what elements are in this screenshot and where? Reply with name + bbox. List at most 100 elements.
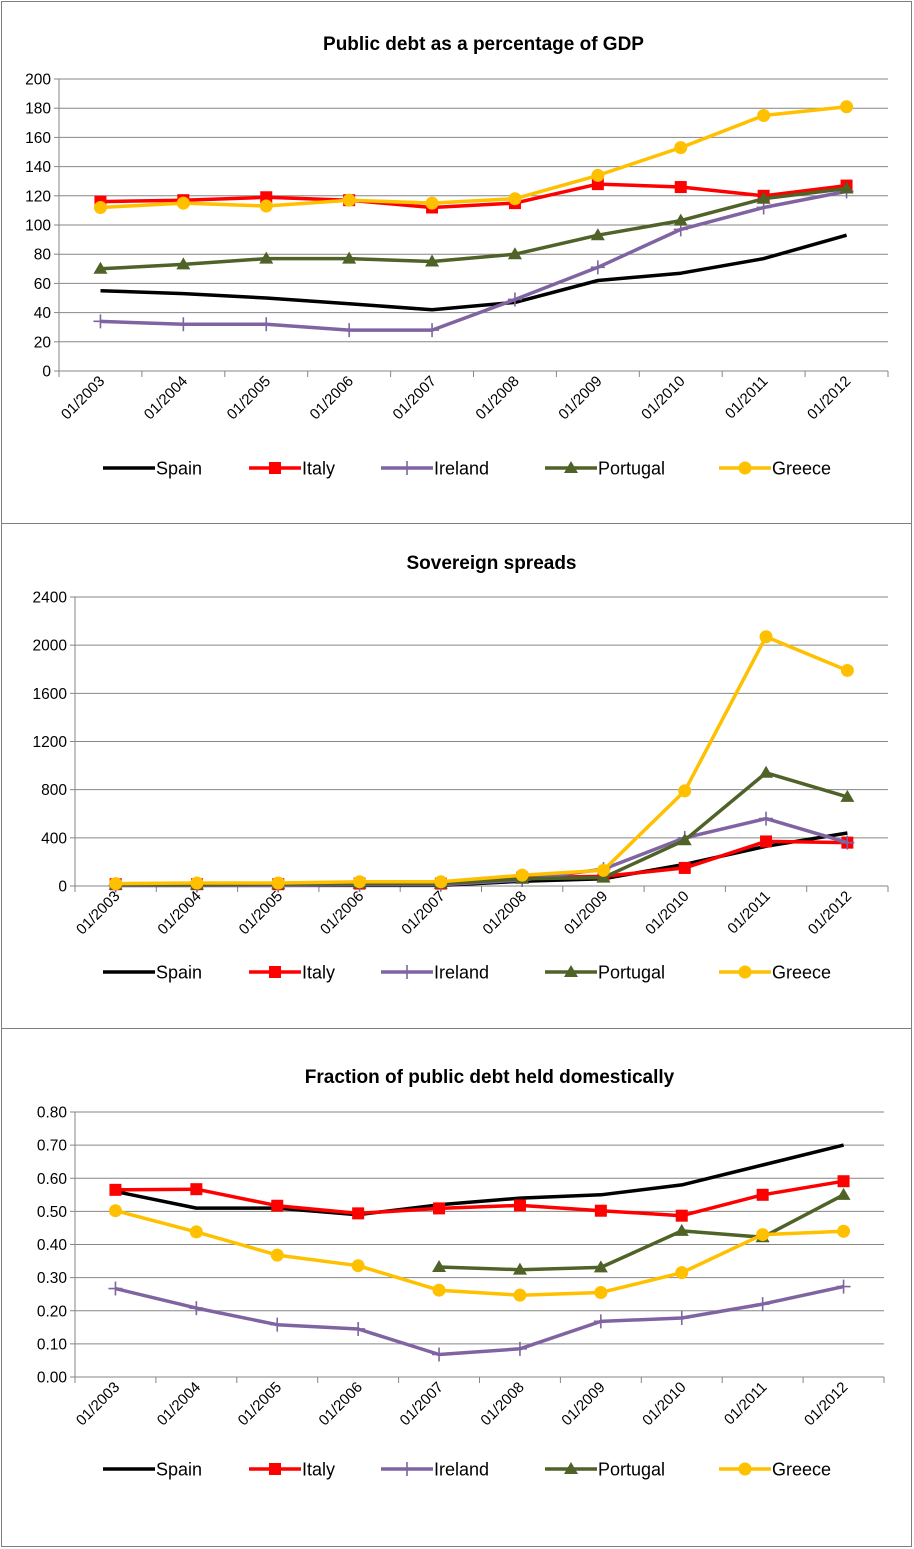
series-greece bbox=[109, 630, 854, 891]
legend-marker-portugal bbox=[564, 461, 578, 473]
data-point-ireland bbox=[342, 323, 357, 338]
y-tick-label: 20 bbox=[34, 334, 52, 351]
series-line-italy bbox=[115, 1179, 844, 1218]
data-point-italy bbox=[109, 1183, 122, 1196]
legend-marker-greece bbox=[738, 965, 752, 979]
x-tick-label: 01/2006 bbox=[316, 1379, 366, 1429]
data-point-greece bbox=[189, 1225, 203, 1239]
data-point-greece bbox=[837, 1224, 851, 1238]
x-tick-label: 01/2005 bbox=[235, 1379, 285, 1429]
y-tick-label: 0.50 bbox=[37, 1204, 68, 1221]
data-point-italy bbox=[594, 1204, 607, 1217]
y-tick-label: 2000 bbox=[33, 638, 68, 655]
data-point-italy bbox=[674, 181, 687, 194]
x-tick-label: 01/2009 bbox=[558, 1379, 608, 1429]
data-point-italy bbox=[190, 1183, 203, 1196]
data-point-greece bbox=[675, 1266, 689, 1280]
legend-label-spain: Spain bbox=[156, 459, 202, 479]
data-point-greece bbox=[270, 1248, 284, 1262]
series-greece bbox=[108, 1204, 851, 1302]
legend-marker-italy bbox=[269, 1463, 281, 1475]
data-point-portugal bbox=[512, 1262, 527, 1275]
legend-label-spain: Spain bbox=[156, 963, 202, 983]
legend-label-greece: Greece bbox=[772, 963, 831, 983]
legend-label-portugal: Portugal bbox=[598, 963, 665, 983]
data-point-portugal bbox=[342, 251, 357, 264]
data-point-ireland bbox=[512, 1341, 527, 1356]
data-point-italy bbox=[352, 1207, 365, 1220]
y-tick-label: 200 bbox=[25, 72, 51, 89]
x-tick-label: 01/2010 bbox=[638, 373, 688, 423]
data-point-portugal bbox=[590, 228, 605, 241]
y-tick-label: 100 bbox=[25, 218, 51, 235]
data-point-ireland bbox=[507, 292, 522, 307]
legend-label-ireland: Ireland bbox=[434, 1460, 489, 1480]
data-point-greece bbox=[425, 196, 439, 210]
y-tick-label: 0.30 bbox=[37, 1270, 68, 1287]
x-tick-label: 01/2011 bbox=[724, 888, 774, 938]
y-tick-label: 180 bbox=[25, 101, 51, 118]
chart-title: Fraction of public debt held domesticall… bbox=[305, 1067, 675, 1088]
data-point-italy bbox=[760, 835, 773, 848]
chart-panel-sovereign-spreads: Sovereign spreads 0 400 800 1200 1600 2000 2400… bbox=[1, 523, 912, 1029]
legend-label-italy: Italy bbox=[302, 963, 335, 983]
data-point-ireland bbox=[93, 314, 108, 329]
legend: Spain Italy Ireland Portugal Greece bbox=[103, 459, 831, 479]
data-point-ireland bbox=[176, 317, 191, 332]
legend-marker-italy bbox=[269, 462, 281, 474]
data-point-ireland bbox=[108, 1281, 123, 1296]
chart-svg: Public debt as a percentage of GDP 0 20 40 6… bbox=[25, 34, 889, 479]
data-point-portugal bbox=[677, 833, 692, 846]
x-tick-label: 01/2006 bbox=[307, 373, 357, 423]
legend: Spain Italy Ireland Portugal Greece bbox=[103, 963, 831, 983]
data-point-ireland bbox=[189, 1301, 204, 1316]
data-point-italy bbox=[271, 1199, 284, 1212]
data-point-ireland bbox=[432, 1347, 447, 1362]
data-point-greece bbox=[508, 192, 522, 206]
data-point-portugal bbox=[836, 1187, 851, 1200]
series-spain bbox=[100, 233, 848, 312]
x-tick-label: 01/2010 bbox=[642, 888, 692, 938]
y-tick-label: 800 bbox=[41, 782, 67, 799]
data-point-greece bbox=[353, 875, 367, 889]
legend-label-ireland: Ireland bbox=[434, 459, 489, 479]
data-point-greece bbox=[840, 100, 854, 114]
data-point-greece bbox=[596, 863, 610, 877]
x-tick-label: 01/2011 bbox=[722, 373, 772, 423]
legend-label-greece: Greece bbox=[772, 459, 831, 479]
y-tick-label: 0.00 bbox=[37, 1370, 68, 1387]
data-point-greece bbox=[591, 168, 605, 182]
series-line-ireland bbox=[100, 189, 847, 332]
data-point-greece bbox=[190, 876, 204, 890]
y-tick-label: 0 bbox=[58, 879, 67, 896]
x-tick-label: 01/2012 bbox=[804, 373, 854, 423]
data-point-greece bbox=[756, 1228, 770, 1242]
y-tick-label: 400 bbox=[41, 830, 67, 847]
x-tick-label: 01/2004 bbox=[141, 373, 191, 423]
series-ireland bbox=[93, 184, 854, 338]
y-tick-label: 0.70 bbox=[37, 1138, 68, 1155]
data-point-greece bbox=[342, 193, 356, 207]
x-tick-label: 01/2010 bbox=[639, 1379, 689, 1429]
series-line-greece bbox=[100, 104, 847, 210]
data-point-italy bbox=[678, 861, 691, 874]
y-tick-label: 160 bbox=[25, 130, 51, 147]
data-point-ireland bbox=[270, 1317, 285, 1332]
data-point-greece bbox=[109, 877, 123, 891]
series-line-spain bbox=[115, 1143, 845, 1217]
series-portugal bbox=[93, 181, 854, 274]
data-point-ireland bbox=[836, 1279, 851, 1294]
chart-title: Public debt as a percentage of GDP bbox=[323, 34, 644, 55]
data-point-ireland bbox=[674, 1311, 689, 1326]
data-point-greece bbox=[515, 868, 529, 882]
data-point-portugal bbox=[673, 213, 688, 226]
chart-panel-domestic-debt-fraction: Fraction of public debt held domesticall… bbox=[1, 1028, 912, 1547]
chart-panel-public-debt: Public debt as a percentage of GDP 0 20 40 6… bbox=[1, 1, 912, 524]
legend-marker-ireland bbox=[400, 965, 414, 979]
y-tick-label: 2400 bbox=[33, 590, 68, 607]
x-tick-label: 01/2003 bbox=[73, 888, 123, 938]
x-tick-label: 01/2009 bbox=[561, 888, 611, 938]
y-tick-label: 60 bbox=[34, 276, 52, 293]
y-tick-label: 0.80 bbox=[37, 1105, 68, 1122]
data-point-ireland bbox=[755, 1297, 770, 1312]
